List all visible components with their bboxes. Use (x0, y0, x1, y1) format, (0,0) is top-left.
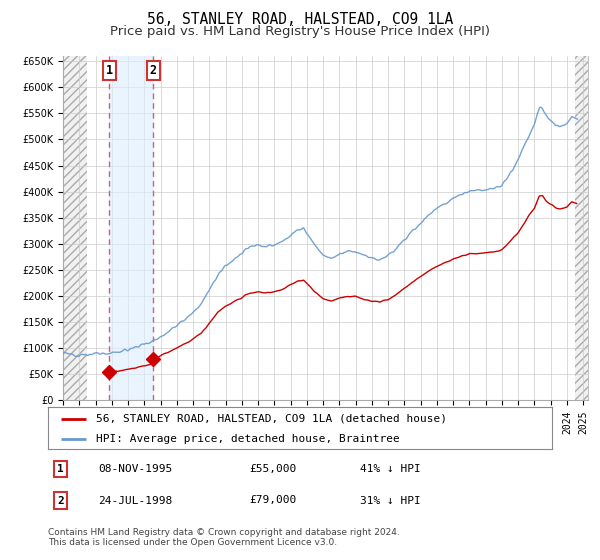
Text: 2: 2 (57, 496, 64, 506)
Text: 2: 2 (150, 64, 157, 77)
Text: Price paid vs. HM Land Registry's House Price Index (HPI): Price paid vs. HM Land Registry's House … (110, 25, 490, 38)
Text: 1: 1 (57, 464, 64, 474)
Text: 31% ↓ HPI: 31% ↓ HPI (361, 496, 421, 506)
Bar (575, 56, 588, 400)
Text: 1: 1 (106, 64, 113, 77)
Text: HPI: Average price, detached house, Braintree: HPI: Average price, detached house, Brai… (96, 433, 400, 444)
Text: 56, STANLEY ROAD, HALSTEAD, CO9 1LA (detached house): 56, STANLEY ROAD, HALSTEAD, CO9 1LA (det… (96, 414, 447, 424)
Bar (109, 56, 154, 400)
Text: £79,000: £79,000 (250, 496, 297, 506)
Bar (63, 56, 88, 400)
Bar (63, 56, 88, 400)
Text: £55,000: £55,000 (250, 464, 297, 474)
Text: 41% ↓ HPI: 41% ↓ HPI (361, 464, 421, 474)
Bar (575, 56, 588, 400)
Text: 56, STANLEY ROAD, HALSTEAD, CO9 1LA: 56, STANLEY ROAD, HALSTEAD, CO9 1LA (147, 12, 453, 27)
Text: Contains HM Land Registry data © Crown copyright and database right 2024.
This d: Contains HM Land Registry data © Crown c… (48, 528, 400, 547)
Text: 08-NOV-1995: 08-NOV-1995 (98, 464, 173, 474)
Text: 24-JUL-1998: 24-JUL-1998 (98, 496, 173, 506)
